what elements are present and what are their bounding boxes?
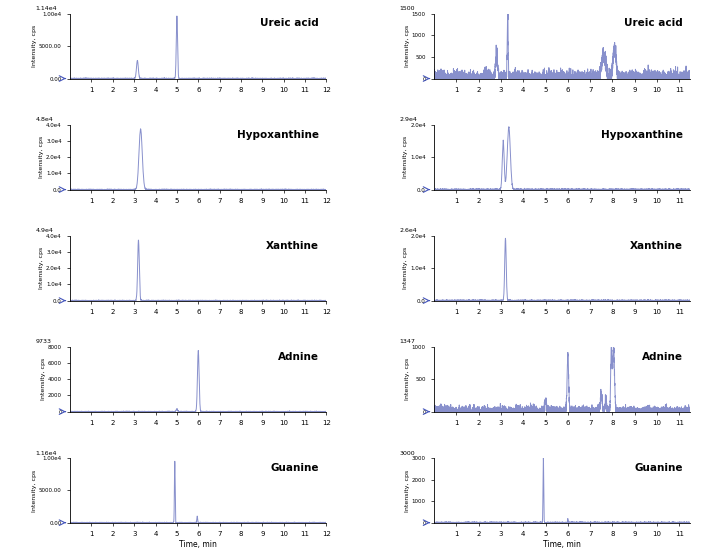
Text: 4.9e4: 4.9e4: [36, 229, 53, 234]
Text: Adnine: Adnine: [642, 352, 683, 362]
Text: 2.6e4: 2.6e4: [400, 229, 417, 234]
Text: Xanthine: Xanthine: [266, 240, 319, 250]
Y-axis label: Intensity, cps: Intensity, cps: [404, 469, 409, 511]
Text: 1.16e4: 1.16e4: [36, 451, 57, 456]
Text: 1.14e4: 1.14e4: [36, 6, 57, 11]
Text: 1347: 1347: [400, 339, 416, 344]
Text: 4.8e4: 4.8e4: [36, 117, 53, 122]
Text: Hypoxanthine: Hypoxanthine: [237, 130, 319, 140]
Text: Xanthine: Xanthine: [629, 240, 683, 250]
Text: 9733: 9733: [36, 339, 51, 344]
Y-axis label: Intensity, cps: Intensity, cps: [32, 25, 37, 68]
X-axis label: Time, min: Time, min: [543, 540, 581, 549]
Y-axis label: Intensity, cps: Intensity, cps: [39, 136, 44, 178]
Y-axis label: Intensity, cps: Intensity, cps: [404, 358, 409, 400]
Text: Guanine: Guanine: [271, 463, 319, 472]
Text: 3000: 3000: [400, 451, 415, 456]
Y-axis label: Intensity, cps: Intensity, cps: [41, 358, 46, 400]
Y-axis label: Intensity, cps: Intensity, cps: [32, 469, 37, 511]
Text: Ureic acid: Ureic acid: [260, 18, 319, 29]
Y-axis label: Intensity, cps: Intensity, cps: [403, 136, 408, 178]
Text: Guanine: Guanine: [634, 463, 683, 472]
Text: 1500: 1500: [400, 6, 415, 11]
Text: 2.9e4: 2.9e4: [400, 117, 417, 122]
Y-axis label: Intensity, cps: Intensity, cps: [39, 247, 44, 290]
Text: Hypoxanthine: Hypoxanthine: [601, 130, 683, 140]
X-axis label: Time, min: Time, min: [179, 540, 217, 549]
Text: Adnine: Adnine: [278, 352, 319, 362]
Y-axis label: Intensity, cps: Intensity, cps: [403, 247, 408, 290]
Text: Ureic acid: Ureic acid: [624, 18, 683, 29]
Y-axis label: Intensity, cps: Intensity, cps: [404, 25, 409, 68]
